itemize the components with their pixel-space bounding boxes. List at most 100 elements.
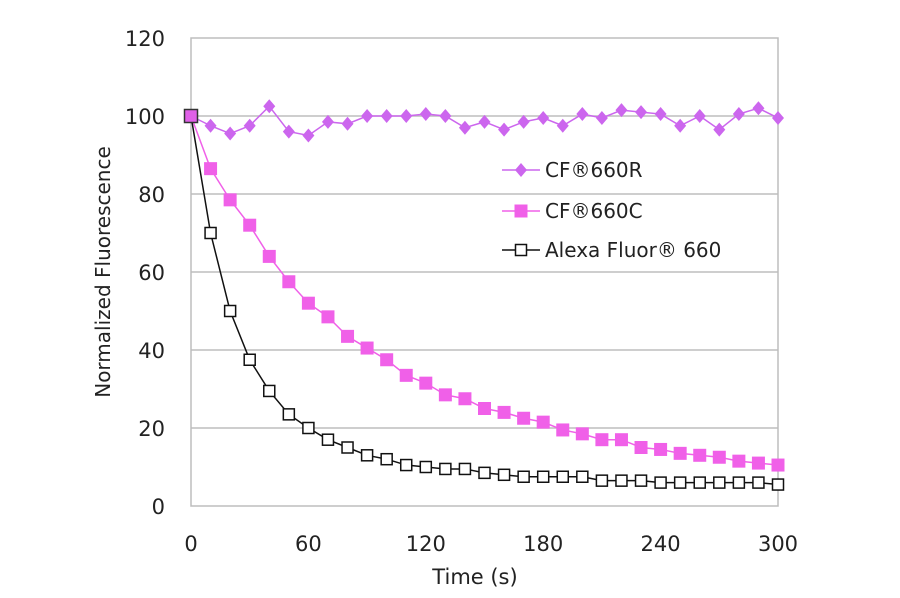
open-square-marker (302, 421, 315, 435)
open-square-marker (517, 470, 530, 483)
legend-item: CF®660R (502, 158, 643, 182)
x-tick-label: 300 (758, 532, 798, 556)
open-square-marker (380, 452, 393, 466)
square-marker (514, 204, 528, 218)
square-marker (380, 353, 394, 367)
square-marker (321, 310, 335, 324)
open-square-marker (514, 243, 528, 257)
x-tick-labels: 0 60 120 180 240 300 (184, 532, 798, 556)
open-square-marker (556, 470, 570, 483)
open-square-marker (634, 474, 648, 487)
open-square-marker (439, 462, 452, 476)
diamond-marker (478, 114, 491, 129)
square-marker (341, 329, 355, 343)
square-marker (301, 296, 315, 310)
diamond-marker (243, 118, 256, 133)
diamond-marker (713, 122, 726, 137)
plot-area-border (190, 37, 779, 507)
open-square-marker (576, 470, 589, 483)
square-marker (732, 454, 746, 468)
legend-item: CF®660C (502, 199, 643, 223)
legend-label: Alexa Fluor® 660 (545, 238, 721, 262)
diamond-marker (674, 118, 687, 133)
diamond-marker (752, 101, 765, 116)
y-tick-label: 40 (138, 339, 165, 363)
open-square-marker (693, 476, 706, 489)
diamond-marker (419, 107, 432, 122)
open-square-marker (243, 353, 256, 366)
legend-label: CF®660R (545, 158, 643, 182)
diamond-marker (400, 109, 413, 123)
square-marker (497, 405, 511, 419)
diamond-marker (515, 163, 527, 177)
series-0 (185, 99, 784, 143)
x-tick-label: 0 (184, 532, 197, 556)
diamond-marker (458, 120, 471, 135)
diamond-marker (263, 99, 276, 114)
x-axis-label: Time (s) (431, 565, 517, 589)
square-marker (204, 162, 218, 176)
square-marker (419, 376, 433, 390)
square-marker (458, 392, 472, 406)
diamond-marker (282, 124, 295, 139)
diamond-marker (595, 110, 608, 125)
square-marker (614, 433, 628, 447)
open-square-marker (204, 226, 217, 240)
diamond-marker (341, 116, 354, 131)
open-square-marker (263, 384, 276, 398)
legend-item: Alexa Fluor® 660 (502, 238, 721, 262)
diamond-marker (654, 107, 667, 122)
legend: CF®660R CF®660C Alexa Fluor® 660 (502, 158, 721, 262)
diamond-marker (693, 109, 706, 123)
square-marker (693, 448, 707, 462)
diamond-marker (556, 118, 569, 133)
open-square-marker (673, 476, 687, 489)
open-square-marker (615, 474, 628, 487)
gridlines (191, 115, 778, 429)
open-square-marker (595, 474, 609, 487)
square-marker (771, 458, 785, 472)
diamond-marker (224, 126, 237, 141)
square-marker (243, 218, 257, 232)
open-square-marker (713, 476, 726, 489)
y-tick-label: 60 (138, 261, 165, 285)
diamond-marker (321, 114, 334, 129)
square-marker (654, 442, 668, 456)
square-marker (262, 249, 276, 263)
square-marker (478, 402, 491, 415)
open-square-marker (419, 460, 433, 474)
x-tick-label: 60 (295, 532, 322, 556)
diamond-marker (772, 110, 784, 125)
open-square-marker (536, 470, 550, 483)
diamond-marker (732, 107, 745, 122)
series-group (183, 99, 785, 491)
diamond-marker (635, 105, 648, 120)
open-square-marker (478, 466, 491, 480)
diamond-marker (439, 109, 452, 123)
diamond-marker (517, 114, 530, 129)
square-marker (360, 341, 374, 355)
diamond-marker (498, 122, 511, 137)
square-marker (517, 411, 531, 425)
open-square-marker (771, 478, 785, 491)
diamond-marker (576, 107, 589, 122)
y-tick-label: 120 (125, 27, 165, 51)
open-square-marker (360, 449, 374, 462)
x-tick-label: 240 (641, 532, 681, 556)
open-square-marker (497, 468, 511, 482)
y-tick-label: 100 (125, 105, 165, 129)
diamond-marker (361, 109, 374, 123)
open-square-marker (752, 476, 765, 489)
y-tick-label: 20 (138, 417, 165, 441)
y-tick-label: 80 (138, 183, 165, 207)
square-marker (575, 427, 589, 441)
open-square-marker (223, 304, 237, 318)
square-marker (712, 450, 726, 464)
diamond-marker (204, 118, 217, 133)
diamond-marker (302, 128, 315, 143)
square-marker (556, 423, 570, 437)
square-marker (536, 415, 550, 429)
open-square-marker (341, 441, 354, 454)
diamond-marker (615, 103, 628, 118)
